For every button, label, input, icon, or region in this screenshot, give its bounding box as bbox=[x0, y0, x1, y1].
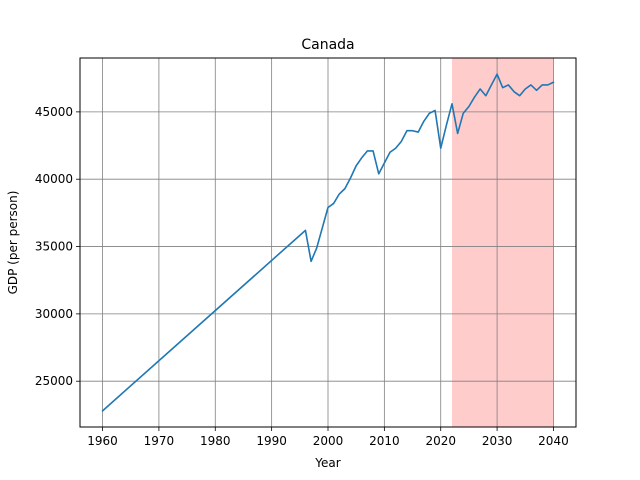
x-axis-ticks: 1960 1970 1980 1990 2000 2010 2020 2030 2040 bbox=[87, 427, 569, 448]
y-axis-ticks: 25000 30000 35000 40000 45000 bbox=[35, 105, 80, 388]
x-tick-label: 1980 bbox=[200, 434, 231, 448]
grid bbox=[80, 58, 576, 427]
x-tick-label: 2020 bbox=[425, 434, 456, 448]
series-polyline bbox=[101, 73, 555, 412]
chart-title: Canada bbox=[301, 37, 354, 53]
x-tick-label: 2040 bbox=[538, 434, 569, 448]
y-tick-label: 30000 bbox=[35, 307, 73, 321]
x-axis-label: Year bbox=[314, 456, 340, 470]
y-axis-label: GDP (per person) bbox=[6, 191, 20, 295]
highlight-rect bbox=[452, 58, 554, 427]
y-tick-label: 40000 bbox=[35, 172, 73, 186]
forecast-highlight-region bbox=[452, 58, 554, 427]
y-tick-label: 45000 bbox=[35, 105, 73, 119]
series-line bbox=[101, 73, 555, 412]
x-tick-label: 1960 bbox=[87, 434, 118, 448]
x-tick-label: 1990 bbox=[256, 434, 287, 448]
y-tick-label: 35000 bbox=[35, 240, 73, 254]
x-tick-label: 1970 bbox=[144, 434, 175, 448]
y-tick-label: 25000 bbox=[35, 374, 73, 388]
x-tick-label: 2030 bbox=[482, 434, 513, 448]
x-tick-label: 2010 bbox=[369, 434, 400, 448]
x-tick-label: 2000 bbox=[313, 434, 344, 448]
